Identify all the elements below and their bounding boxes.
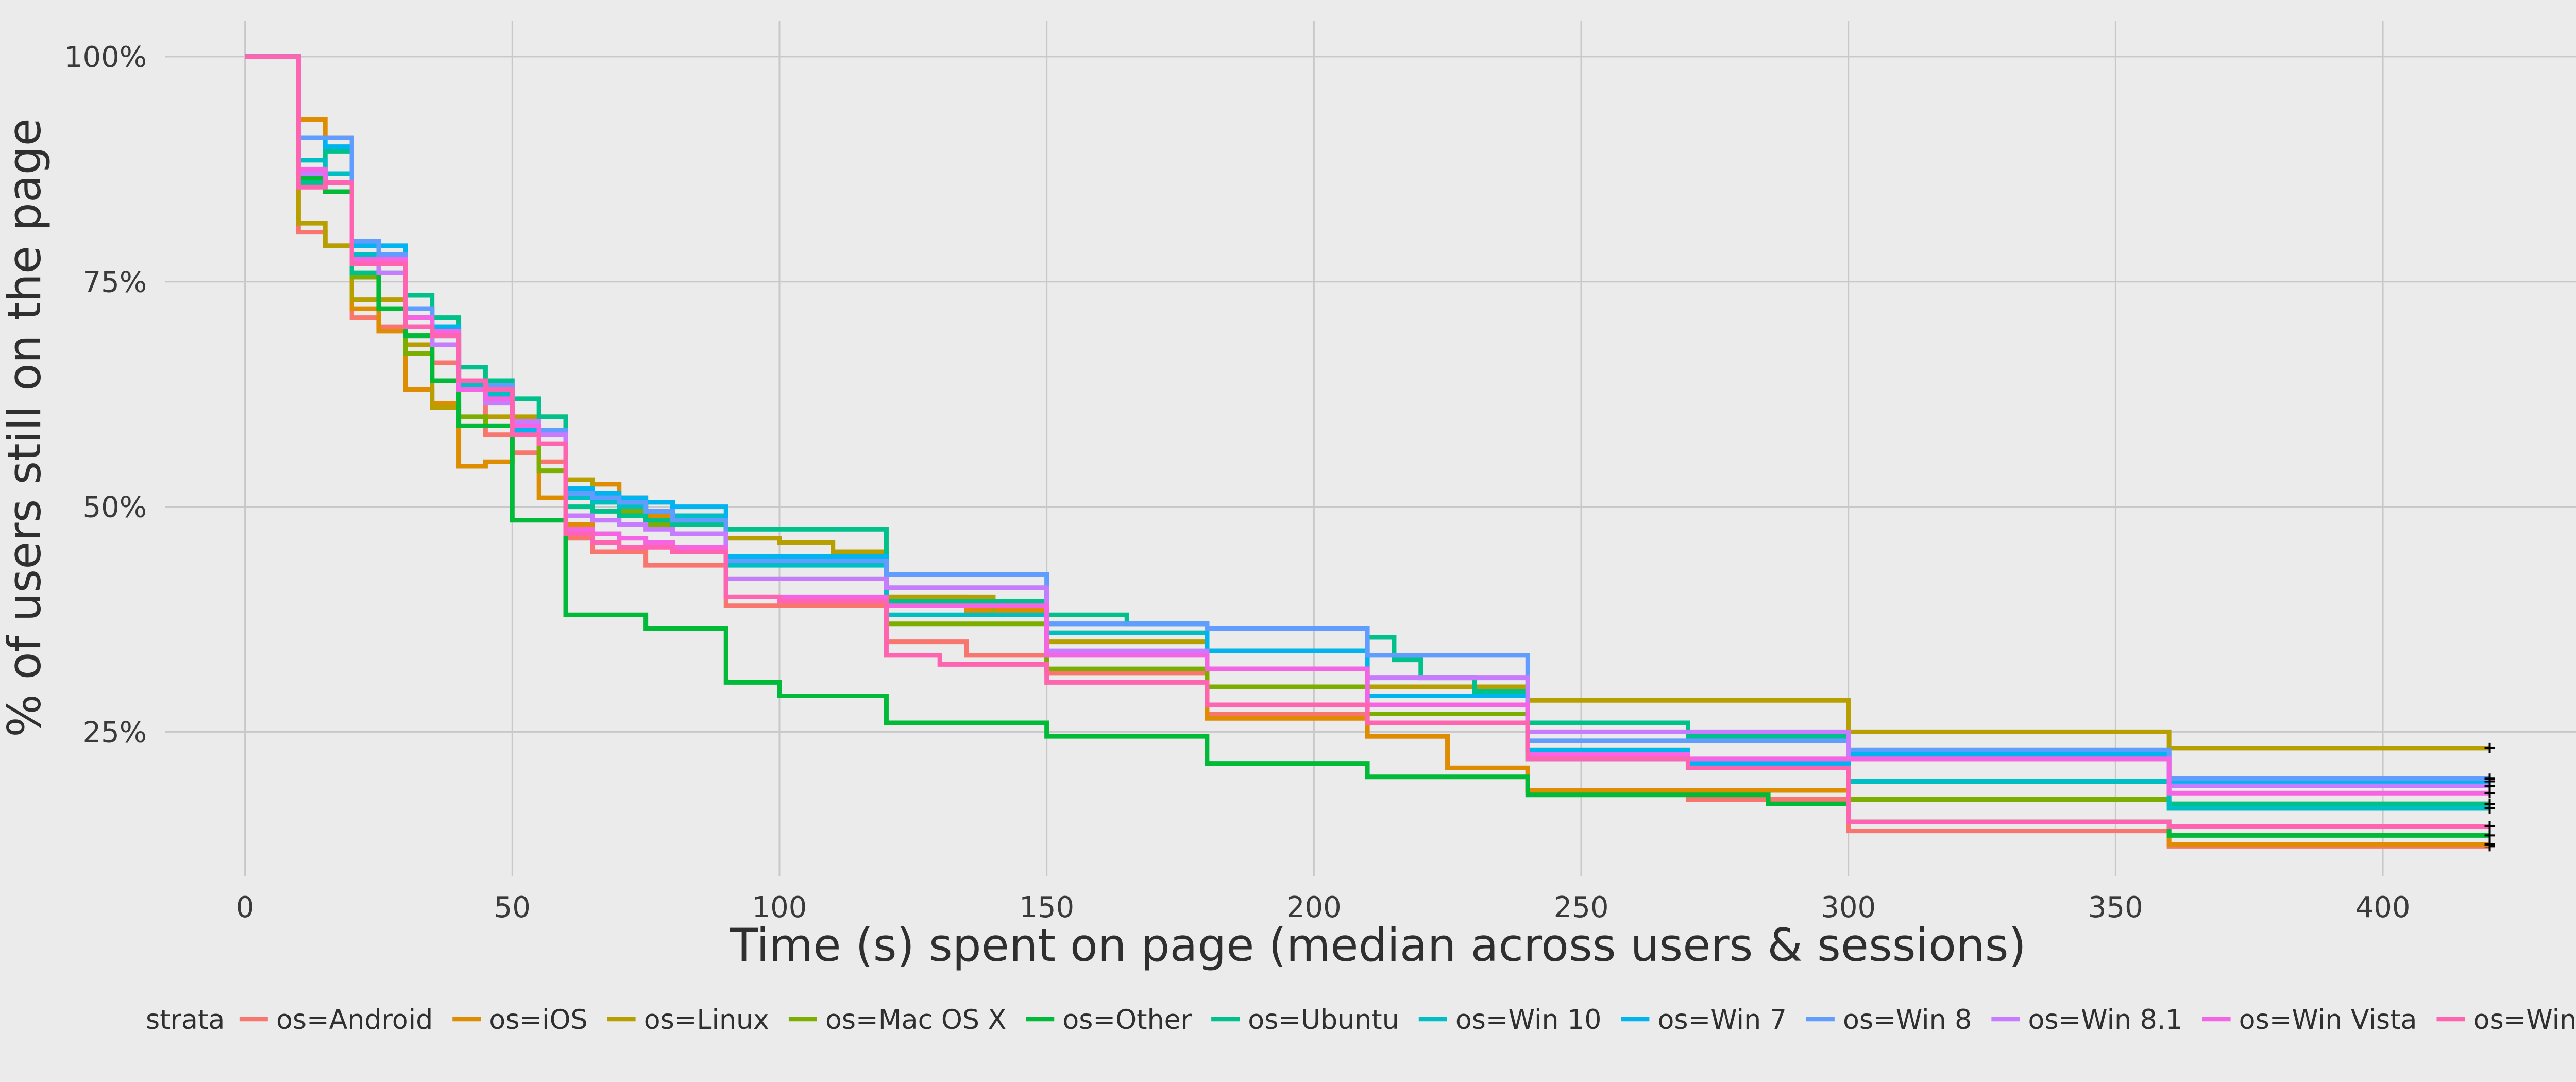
censor-mark-win-xp bbox=[2484, 821, 2495, 832]
legend-item-win-xp: os=Win XP bbox=[2436, 1005, 2576, 1036]
series-line-win-xp bbox=[245, 54, 2490, 829]
y-tick-label: 25% bbox=[83, 716, 147, 749]
legend-label: os=Win 8 bbox=[1843, 1005, 1972, 1036]
legend-item-mac-os-x: os=Mac OS X bbox=[788, 1005, 1006, 1036]
legend-item-ubuntu: os=Ubuntu bbox=[1211, 1005, 1399, 1036]
series-line-win-vista bbox=[245, 54, 2490, 796]
x-tick-label: 350 bbox=[2088, 891, 2143, 924]
y-tick-label: 50% bbox=[83, 491, 147, 525]
legend-label: os=Other bbox=[1062, 1005, 1192, 1036]
legend-item-android: os=Android bbox=[239, 1005, 433, 1036]
legend-label: os=Linux bbox=[644, 1005, 769, 1036]
legend-label: os=Android bbox=[276, 1005, 433, 1036]
legend-label: os=Win Vista bbox=[2239, 1005, 2417, 1036]
tick-labels: 0 50 100 150 200 250 300 350 400 25% 50% 75% 100% bbox=[64, 41, 2411, 924]
legend-label: os=Win XP bbox=[2473, 1005, 2576, 1036]
x-tick-label: 0 bbox=[236, 891, 255, 924]
legend-label: os=Ubuntu bbox=[1248, 1005, 1399, 1036]
censor-mark-win-10 bbox=[2484, 803, 2495, 814]
x-axis-title: Time (s) spent on page (median across us… bbox=[730, 919, 2026, 972]
legend: strata os=Android os=iOS os=Linux os=Mac OS … bbox=[146, 1005, 2576, 1036]
x-tick-label: 150 bbox=[1019, 891, 1074, 924]
series-line-ios bbox=[245, 54, 2490, 847]
legend-label: os=Win 8.1 bbox=[2028, 1005, 2182, 1036]
y-tick-label: 100% bbox=[64, 41, 147, 74]
censor-mark-win-vista bbox=[2484, 788, 2495, 799]
x-tick-label: 400 bbox=[2355, 891, 2411, 924]
legend-item-win-vista: os=Win Vista bbox=[2202, 1005, 2417, 1036]
censor-mark-other bbox=[2484, 830, 2495, 841]
x-tick-label: 200 bbox=[1286, 891, 1342, 924]
x-tick-label: 300 bbox=[1821, 891, 1876, 924]
legend-item-win-7: os=Win 7 bbox=[1621, 1005, 1787, 1036]
censor-mark-ios bbox=[2484, 839, 2495, 850]
legend-label: os=Mac OS X bbox=[825, 1005, 1006, 1036]
legend-item-win-8: os=Win 8 bbox=[1806, 1005, 1972, 1036]
censor-mark-linux bbox=[2484, 742, 2495, 753]
legend-title: strata bbox=[146, 1005, 225, 1036]
series-line-other bbox=[245, 54, 2490, 838]
x-tick-label: 250 bbox=[1554, 891, 1609, 924]
legend-label: os=Win 7 bbox=[1658, 1005, 1787, 1036]
legend-label: os=Win 10 bbox=[1455, 1005, 1602, 1036]
legend-item-win-10: os=Win 10 bbox=[1418, 1005, 1602, 1036]
y-tick-label: 75% bbox=[83, 266, 147, 299]
series-layer bbox=[245, 54, 2495, 852]
legend-item-other: os=Other bbox=[1026, 1005, 1192, 1036]
x-tick-label: 50 bbox=[494, 891, 531, 924]
legend-item-win-8-1: os=Win 8.1 bbox=[1991, 1005, 2183, 1036]
legend-item-ios: os=iOS bbox=[452, 1005, 588, 1036]
legend-label: os=iOS bbox=[489, 1005, 587, 1036]
legend-item-linux: os=Linux bbox=[607, 1005, 769, 1036]
y-axis-title: % of users still on the page bbox=[0, 118, 51, 737]
x-tick-label: 100 bbox=[752, 891, 807, 924]
series-line-win-8 bbox=[245, 54, 2490, 781]
